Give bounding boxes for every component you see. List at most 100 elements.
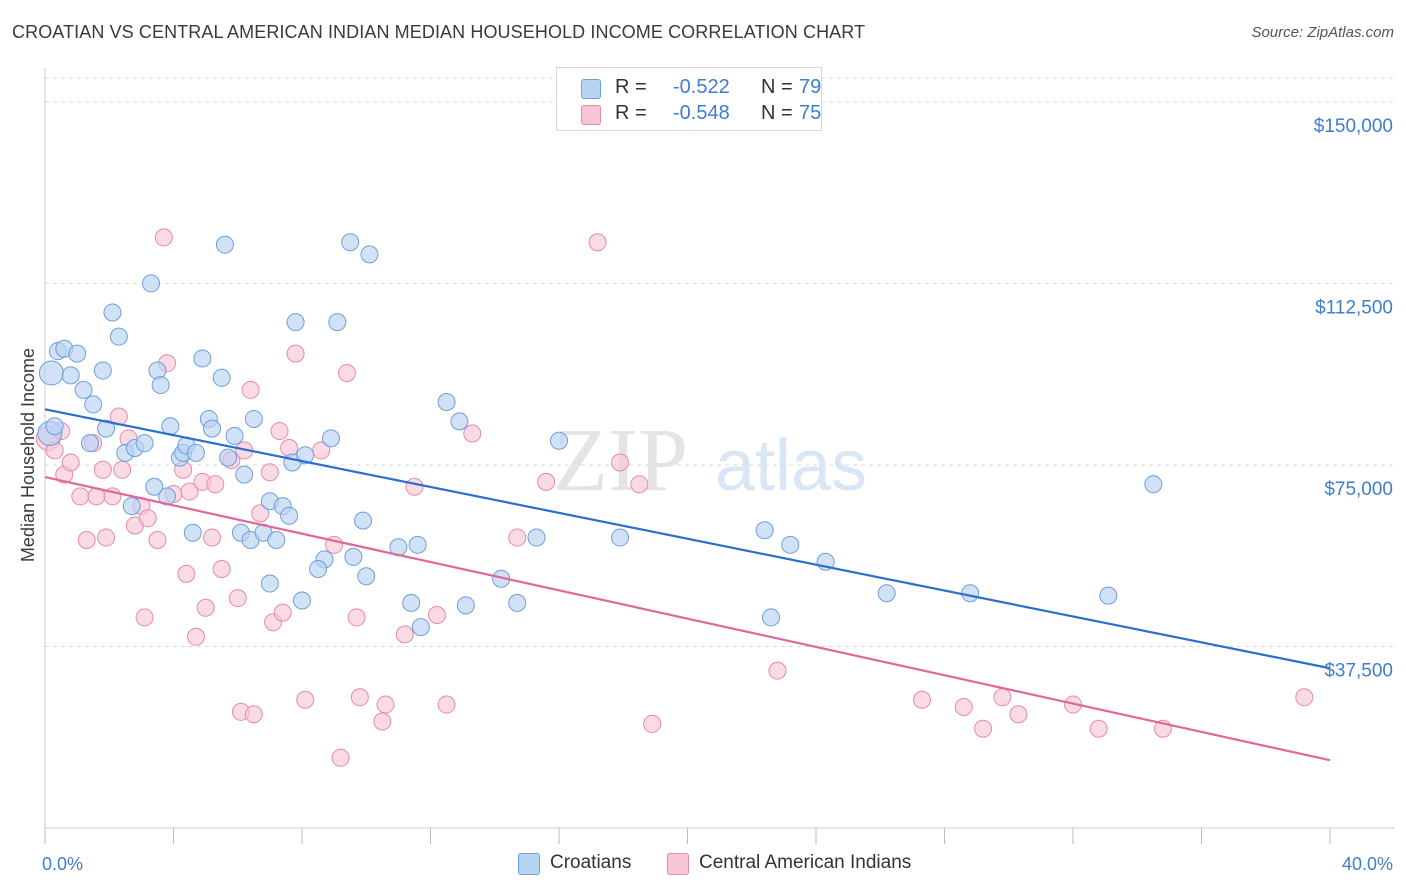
central-american-indians-point — [241, 380, 260, 399]
central-american-indians-point — [508, 528, 527, 547]
croatians-point — [38, 360, 64, 386]
central-american-indians-point — [97, 528, 116, 547]
central-american-indians-point — [588, 233, 607, 252]
croatians-point — [1099, 586, 1118, 605]
croatians-point — [550, 431, 568, 450]
croatians-point — [341, 233, 360, 252]
y-axis-label: Median Household Income — [18, 348, 38, 562]
croatians-point — [1144, 475, 1163, 494]
central-american-indians-point — [148, 530, 167, 549]
watermark: ZIP atlas — [553, 411, 867, 510]
series-legend-label: Central American Indians — [699, 852, 912, 873]
central-american-indians-point — [251, 504, 270, 523]
central-american-indians-point — [347, 608, 366, 627]
croatians-point — [103, 303, 122, 322]
central-american-indians-point — [203, 528, 222, 547]
croatians-point — [611, 528, 630, 547]
central-american-indians-point — [61, 453, 80, 472]
central-american-indians-point — [113, 460, 132, 479]
central-american-indians-point — [974, 719, 993, 738]
central-american-indians-point — [286, 344, 305, 363]
y-tick-label: $112,500 — [1315, 297, 1393, 318]
croatians-point — [122, 497, 141, 516]
croatians-point — [225, 426, 244, 445]
central-american-indians-point — [228, 589, 247, 608]
central-american-indians-point — [93, 460, 112, 479]
croatians-point — [408, 535, 427, 554]
central-american-indians-point — [206, 475, 225, 494]
croatians-point — [97, 419, 116, 438]
legend-n-label: N = — [761, 76, 793, 98]
x-tick-label: 40.0% — [1342, 854, 1393, 874]
legend-r-label: R = — [615, 76, 647, 98]
croatians-point — [219, 448, 238, 467]
gridlines — [45, 77, 1395, 647]
croatians-point — [762, 608, 781, 627]
croatians-point — [437, 393, 456, 412]
central-american-indians-point — [993, 688, 1012, 707]
croatians-point — [309, 560, 328, 579]
central-american-indians-point — [437, 695, 456, 714]
croatians-point — [193, 349, 212, 368]
y-tick-label: $75,000 — [1324, 479, 1393, 500]
y-tick-label: $37,500 — [1324, 660, 1393, 681]
croatians-point — [267, 530, 286, 549]
central-american-indians-point — [296, 690, 315, 709]
croatians-point — [450, 412, 469, 431]
central-american-indians-point — [138, 509, 157, 528]
central-american-indians-point — [196, 598, 215, 617]
central-american-indians-point — [373, 712, 392, 731]
y-tick-label: $150,000 — [1314, 116, 1393, 137]
central-american-indians-point — [611, 453, 630, 472]
trend-lines — [44, 408, 1331, 762]
croatians-point — [508, 593, 527, 612]
central-american-indians-point — [376, 695, 395, 714]
x-ticks — [44, 828, 1331, 844]
legend-swatch-blue — [581, 79, 601, 99]
chart-title: CROATIAN VS CENTRAL AMERICAN INDIAN MEDI… — [12, 22, 866, 42]
legend-r-label: R = — [615, 102, 647, 124]
croatians-point — [344, 547, 363, 566]
croatians-point — [161, 417, 180, 436]
croatians-trend-line — [44, 408, 1331, 670]
central-american-indians-point — [270, 422, 289, 441]
central-american-indians-point — [154, 228, 173, 247]
legend-n-value: 75 — [799, 102, 822, 124]
croatians-point — [411, 618, 430, 637]
croatians-point — [286, 313, 305, 332]
croatians-point — [456, 596, 475, 615]
central-american-indians-point — [244, 705, 263, 724]
croatians-point — [135, 434, 154, 453]
croatians-point — [142, 274, 161, 293]
croatians-point — [61, 366, 80, 385]
central-american-indians-point — [71, 487, 90, 506]
croatians-point — [260, 574, 279, 593]
croatians-point — [244, 409, 263, 428]
central-american-indians-point — [537, 472, 556, 491]
central-american-indians-point — [405, 477, 424, 496]
central-american-indians-point — [630, 475, 649, 494]
croatians-point — [93, 361, 112, 380]
croatians-point — [360, 245, 379, 264]
croatians-point — [781, 535, 800, 554]
central-american-indians-point — [463, 424, 482, 443]
central-american-indians-point — [1295, 688, 1314, 707]
croatians-point — [183, 523, 202, 542]
series-legend: Croatians Central American Indians — [0, 851, 1406, 877]
croatians-point — [109, 327, 128, 346]
croatians-point — [280, 506, 299, 525]
croatians-point — [296, 446, 315, 465]
croatians-point — [235, 465, 254, 484]
croatians-point — [80, 434, 99, 453]
series-croatians — [37, 233, 1163, 637]
y-tick-labels: $37,500 $75,000 $112,500 $150,000 — [1314, 116, 1393, 682]
central-american-indians-point — [427, 606, 446, 625]
x-tick-labels: 0.0% 40.0% — [42, 854, 1393, 874]
legend-n-label: N = — [761, 102, 793, 124]
croatians-point — [293, 591, 311, 610]
series-legend-label: Croatians — [550, 852, 632, 873]
central-american-indians-point — [913, 690, 932, 709]
central-american-indians-point — [77, 530, 96, 549]
central-american-indians-point — [395, 625, 414, 644]
